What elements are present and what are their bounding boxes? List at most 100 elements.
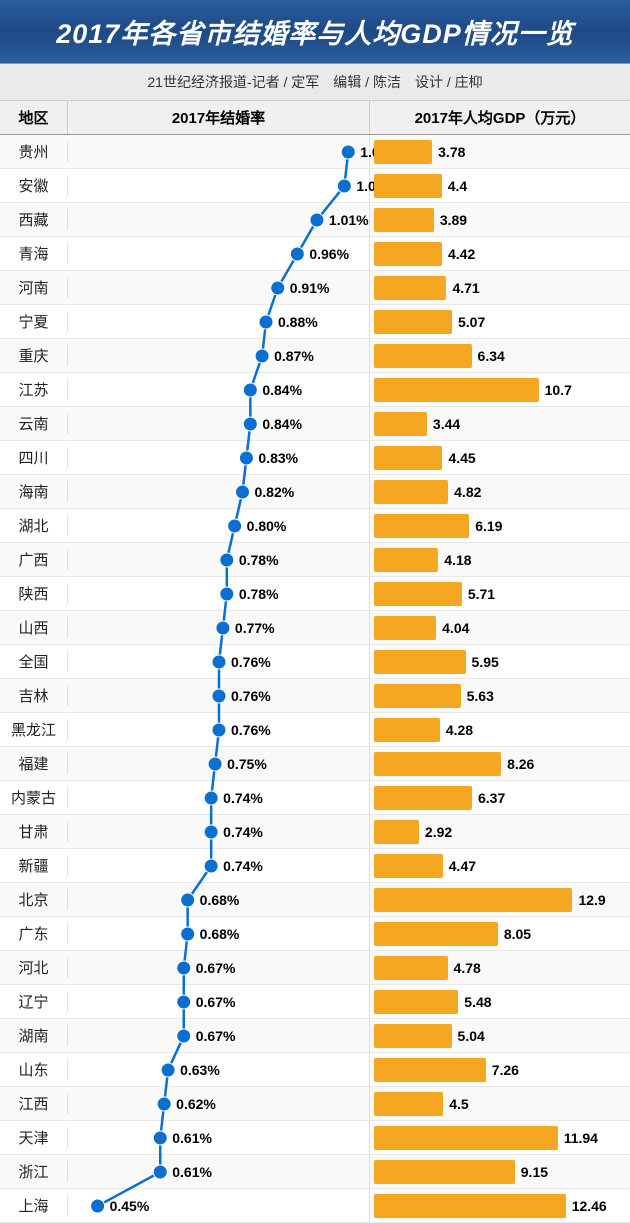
gdp-bar	[374, 514, 469, 538]
marriage-cell: 0.91%	[68, 271, 370, 305]
table-row: 重庆0.87%6.34	[0, 339, 630, 373]
region-cell: 广西	[0, 549, 68, 570]
gdp-cell: 3.78	[370, 135, 630, 169]
region-cell: 上海	[0, 1195, 68, 1216]
gdp-value-label: 6.37	[478, 790, 505, 806]
marriage-value-label: 0.77%	[235, 620, 275, 636]
gdp-bar	[374, 1194, 566, 1218]
region-cell: 江西	[0, 1093, 68, 1114]
gdp-value-label: 3.89	[440, 212, 467, 228]
table-row: 四川0.83%4.45	[0, 441, 630, 475]
header-gdp: 2017年人均GDP（万元）	[370, 101, 630, 134]
region-cell: 山东	[0, 1059, 68, 1080]
marriage-value-label: 0.61%	[172, 1164, 212, 1180]
marriage-value-label: 0.68%	[200, 926, 240, 942]
gdp-value-label: 12.46	[572, 1198, 607, 1214]
marriage-value-label: 0.76%	[231, 688, 271, 704]
marriage-cell: 0.62%	[68, 1087, 370, 1121]
table-row: 安徽1.08%4.4	[0, 169, 630, 203]
marriage-cell: 0.78%	[68, 577, 370, 611]
table-row: 广西0.78%4.18	[0, 543, 630, 577]
region-cell: 海南	[0, 481, 68, 502]
marriage-cell: 0.78%	[68, 543, 370, 577]
gdp-bar	[374, 718, 440, 742]
marriage-cell: 0.74%	[68, 815, 370, 849]
gdp-value-label: 7.26	[492, 1062, 519, 1078]
marriage-cell: 0.67%	[68, 951, 370, 985]
marriage-value-label: 0.67%	[196, 994, 236, 1010]
gdp-value-label: 5.71	[468, 586, 495, 602]
table-row: 黑龙江0.76%4.28	[0, 713, 630, 747]
marriage-value-label: 0.75%	[227, 756, 267, 772]
marriage-cell: 0.84%	[68, 373, 370, 407]
gdp-bar	[374, 956, 448, 980]
gdp-value-label: 4.82	[454, 484, 481, 500]
data-area: 贵州1.09%3.78安徽1.08%4.4西藏1.01%3.89青海0.96%4…	[0, 135, 630, 1223]
gdp-bar	[374, 174, 442, 198]
region-cell: 北京	[0, 889, 68, 910]
region-cell: 天津	[0, 1127, 68, 1148]
gdp-bar	[374, 990, 458, 1014]
marriage-cell: 0.76%	[68, 645, 370, 679]
marriage-value-label: 0.68%	[200, 892, 240, 908]
table-row: 上海0.45% 12.46	[0, 1189, 630, 1223]
infographic-container: 2017年各省市结婚率与人均GDP情况一览 21世纪经济报道-记者 / 定军 编…	[0, 0, 630, 1223]
gdp-value-label: 4.5	[449, 1096, 468, 1112]
gdp-cell: 4.18	[370, 543, 630, 577]
region-cell: 江苏	[0, 379, 68, 400]
gdp-cell: 5.95	[370, 645, 630, 679]
marriage-cell: 0.67%	[68, 985, 370, 1019]
region-cell: 内蒙古	[0, 787, 68, 808]
table-row: 福建0.75%8.26	[0, 747, 630, 781]
marriage-cell: 0.45%	[68, 1189, 370, 1223]
table-row: 新疆0.74%4.47	[0, 849, 630, 883]
gdp-bar	[374, 820, 419, 844]
marriage-value-label: 0.74%	[223, 790, 263, 806]
marriage-cell: 0.75%	[68, 747, 370, 781]
region-cell: 云南	[0, 413, 68, 434]
gdp-bar	[374, 140, 432, 164]
gdp-bar	[374, 412, 427, 436]
gdp-bar	[374, 310, 452, 334]
gdp-value-label: 4.4	[448, 178, 467, 194]
gdp-cell: 4.71	[370, 271, 630, 305]
gdp-bar	[374, 1024, 452, 1048]
marriage-cell: 0.74%	[68, 781, 370, 815]
table-row: 浙江0.61%9.15	[0, 1155, 630, 1189]
table-row: 宁夏0.88%5.07	[0, 305, 630, 339]
marriage-cell: 0.87%	[68, 339, 370, 373]
region-cell: 全国	[0, 651, 68, 672]
table-row: 甘肃0.74%2.92	[0, 815, 630, 849]
gdp-cell: 9.15	[370, 1155, 630, 1189]
marriage-cell: 0.76%	[68, 713, 370, 747]
gdp-value-label: 5.63	[467, 688, 494, 704]
region-cell: 安徽	[0, 175, 68, 196]
gdp-value-label: 11.94	[564, 1130, 598, 1146]
marriage-cell: 0.61%	[68, 1121, 370, 1155]
table-row: 云南0.84%3.44	[0, 407, 630, 441]
marriage-value-label: 0.76%	[231, 722, 271, 738]
gdp-cell: 6.34	[370, 339, 630, 373]
gdp-cell: 4.47	[370, 849, 630, 883]
table-row: 内蒙古 0.74% 6.37	[0, 781, 630, 815]
gdp-cell: 7.26	[370, 1053, 630, 1087]
gdp-bar	[374, 582, 462, 606]
gdp-value-label: 4.71	[452, 280, 479, 296]
marriage-value-label: 0.84%	[262, 416, 302, 432]
gdp-bar	[374, 548, 438, 572]
table-row: 湖南0.67%5.04	[0, 1019, 630, 1053]
marriage-value-label: 0.88%	[278, 314, 318, 330]
gdp-cell: 11.94	[370, 1121, 630, 1155]
marriage-cell: 0.77%	[68, 611, 370, 645]
marriage-cell: 1.01%	[68, 203, 370, 237]
region-cell: 陕西	[0, 583, 68, 604]
table-row: 山西0.77%4.04	[0, 611, 630, 645]
region-cell: 西藏	[0, 209, 68, 230]
region-cell: 山西	[0, 617, 68, 638]
gdp-bar	[374, 786, 472, 810]
gdp-value-label: 5.07	[458, 314, 485, 330]
gdp-value-label: 2.92	[425, 824, 452, 840]
gdp-cell: 10.7	[370, 373, 630, 407]
gdp-cell: 4.82	[370, 475, 630, 509]
region-cell: 四川	[0, 447, 68, 468]
